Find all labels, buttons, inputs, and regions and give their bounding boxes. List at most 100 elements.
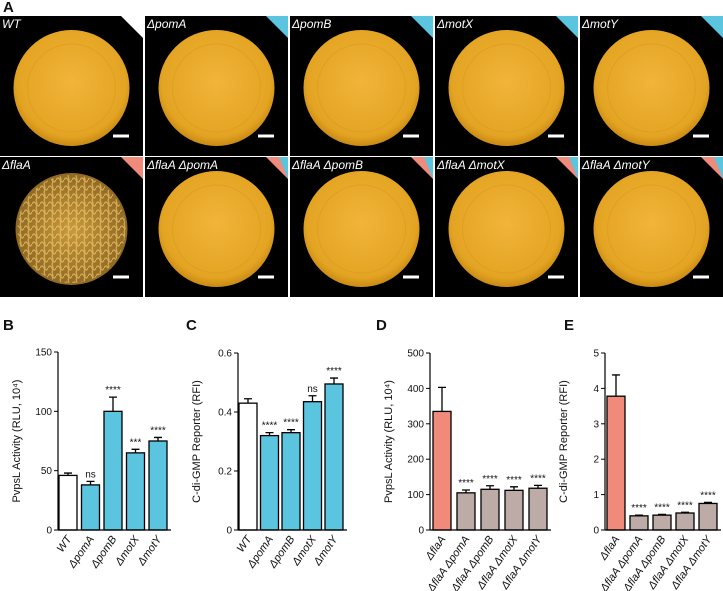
tile-label: ΔmotY <box>581 17 619 31</box>
y-tick-label: 150 <box>35 348 52 359</box>
significance-label: **** <box>700 490 716 501</box>
error-bar <box>704 501 712 504</box>
panel-label: A <box>3 0 14 16</box>
error-bar <box>635 514 643 516</box>
plate-ring <box>317 184 406 274</box>
bar <box>148 440 168 531</box>
plate <box>158 171 275 287</box>
corner-marker <box>266 16 288 38</box>
bar <box>652 514 672 531</box>
significance-label: **** <box>262 421 278 432</box>
tile-label: ΔflaA ΔmotX <box>436 158 506 172</box>
bar <box>480 488 500 531</box>
plate <box>303 30 420 146</box>
plate-ring <box>607 43 696 133</box>
bar <box>528 487 548 531</box>
bar <box>456 492 476 531</box>
error-bar <box>109 396 117 412</box>
plate <box>13 30 130 146</box>
plate <box>448 171 565 287</box>
error-bar <box>462 489 470 493</box>
corner-marker <box>701 16 723 38</box>
plate-texture <box>17 175 126 283</box>
error-bar <box>681 511 689 514</box>
y-tick-label: 0 <box>46 526 52 537</box>
corner-marker <box>121 157 143 179</box>
plate-ring <box>172 184 261 274</box>
y-axis-label: C-di-GMP Reporter (RFI) <box>558 380 570 503</box>
error-bar <box>287 429 295 433</box>
corner-marker <box>569 157 578 179</box>
panel-label: C <box>186 317 197 334</box>
significance-label: **** <box>654 502 670 513</box>
tile-label: ΔflaA ΔpomA <box>146 158 218 172</box>
significance-label: **** <box>458 478 474 489</box>
error-bar <box>154 436 162 441</box>
plate-ring <box>172 43 261 133</box>
significance-label: **** <box>482 474 498 485</box>
significance-label: **** <box>530 473 546 484</box>
y-tick-label: 200 <box>407 455 424 466</box>
tile-label: ΔpomA <box>146 17 186 31</box>
error-bar <box>534 484 542 489</box>
bar <box>125 452 146 531</box>
bar <box>675 512 695 531</box>
tile-label: ΔpomB <box>291 17 331 31</box>
plate <box>303 171 420 287</box>
panel-label: E <box>564 317 574 334</box>
error-bar <box>510 486 518 491</box>
plate <box>448 30 565 146</box>
bar <box>432 410 452 531</box>
error-bar <box>265 432 274 436</box>
significance-label: **** <box>283 418 299 429</box>
y-tick-label: 400 <box>407 384 424 395</box>
panel-label: D <box>376 317 387 334</box>
plate-ring <box>462 43 551 133</box>
plate-ring <box>317 43 406 133</box>
significance-label: **** <box>150 425 166 436</box>
tile-label: ΔflaA ΔmotY <box>581 158 651 172</box>
significance-label: ns <box>307 384 318 395</box>
y-tick-label: 100 <box>407 490 424 501</box>
y-tick-label: 0.4 <box>218 408 232 419</box>
corner-marker <box>411 16 433 38</box>
significance-label: **** <box>677 500 693 511</box>
y-tick-label: 4 <box>593 384 599 395</box>
significance-label: *** <box>130 437 142 448</box>
bar <box>698 502 718 531</box>
error-bar <box>438 386 446 412</box>
significance-label: **** <box>105 385 121 396</box>
bar <box>58 474 78 531</box>
error-bar <box>64 472 72 476</box>
error-bar <box>612 374 620 397</box>
error-bar <box>244 398 252 404</box>
tile-label: ΔflaA ΔpomB <box>291 158 363 172</box>
y-tick-label: 0 <box>593 526 599 537</box>
y-axis-label: C-di-GMP Reporter (RFI) <box>191 380 203 503</box>
error-bar <box>86 480 95 485</box>
y-tick-label: 3 <box>593 419 599 430</box>
corner-marker <box>556 16 578 38</box>
significance-label: **** <box>326 366 342 377</box>
error-bar <box>131 448 140 453</box>
corner-marker <box>279 157 288 179</box>
y-tick-label: 100 <box>35 407 52 418</box>
significance-label: **** <box>506 475 522 486</box>
bar <box>281 431 301 531</box>
bar <box>302 401 323 531</box>
y-tick-label: 300 <box>407 419 424 430</box>
error-bar <box>308 395 317 402</box>
bar <box>80 484 101 531</box>
bar <box>324 383 344 531</box>
y-tick-label: 0.2 <box>218 467 232 478</box>
bar <box>629 515 649 531</box>
tile-label: ΔflaA <box>1 158 31 172</box>
plate <box>593 30 710 146</box>
y-axis-label: PvpsL Activity (RLU, 10⁴) <box>11 380 23 503</box>
bar <box>504 489 524 531</box>
y-tick-label: 2 <box>593 455 599 466</box>
panel-label: B <box>3 317 14 334</box>
bar <box>103 410 123 531</box>
bar <box>606 395 626 531</box>
